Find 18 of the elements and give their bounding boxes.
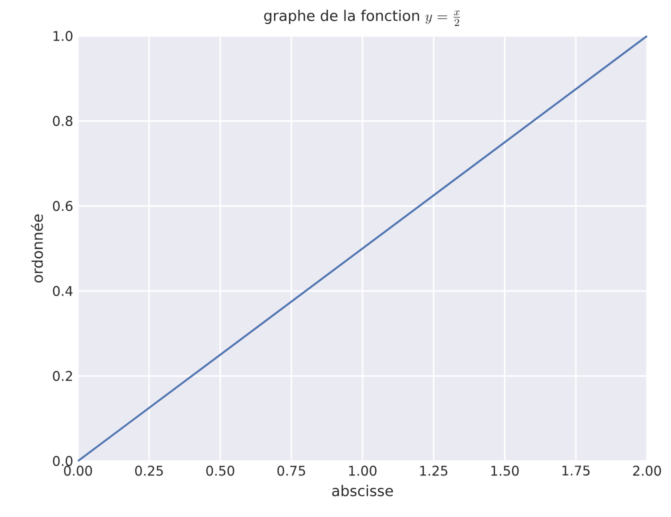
y-tick-label: 1.0 [54,30,72,42]
y-tick-label: 0.8 [52,116,72,126]
x-tick-label: 1.75 [562,466,590,476]
y-tick-label: 0.6 [52,200,72,212]
y-axis-title: ordonnée [31,214,43,283]
chart-title: $\text{graphe de la fonction } y = \frac{x}{2}$ [264,10,460,26]
y-tick-label: 0.0 [52,456,72,466]
x-tick-label: 0.25 [135,466,163,476]
y-tick-label: 0.4 [52,286,73,296]
x-tick-label: 1.00 [349,466,376,476]
x-tick-label: 0.75 [277,466,306,476]
x-tick-label: 0.00 [64,466,92,476]
x-tick-label: 1.50 [491,466,519,476]
x-tick-label: 0.50 [206,466,234,476]
x-axis-title: abscisse [332,484,393,496]
x-tick-label: 1.25 [420,466,448,476]
y-tick-label: 0.2 [52,370,72,382]
x-tick-label: 2.00 [633,466,661,476]
